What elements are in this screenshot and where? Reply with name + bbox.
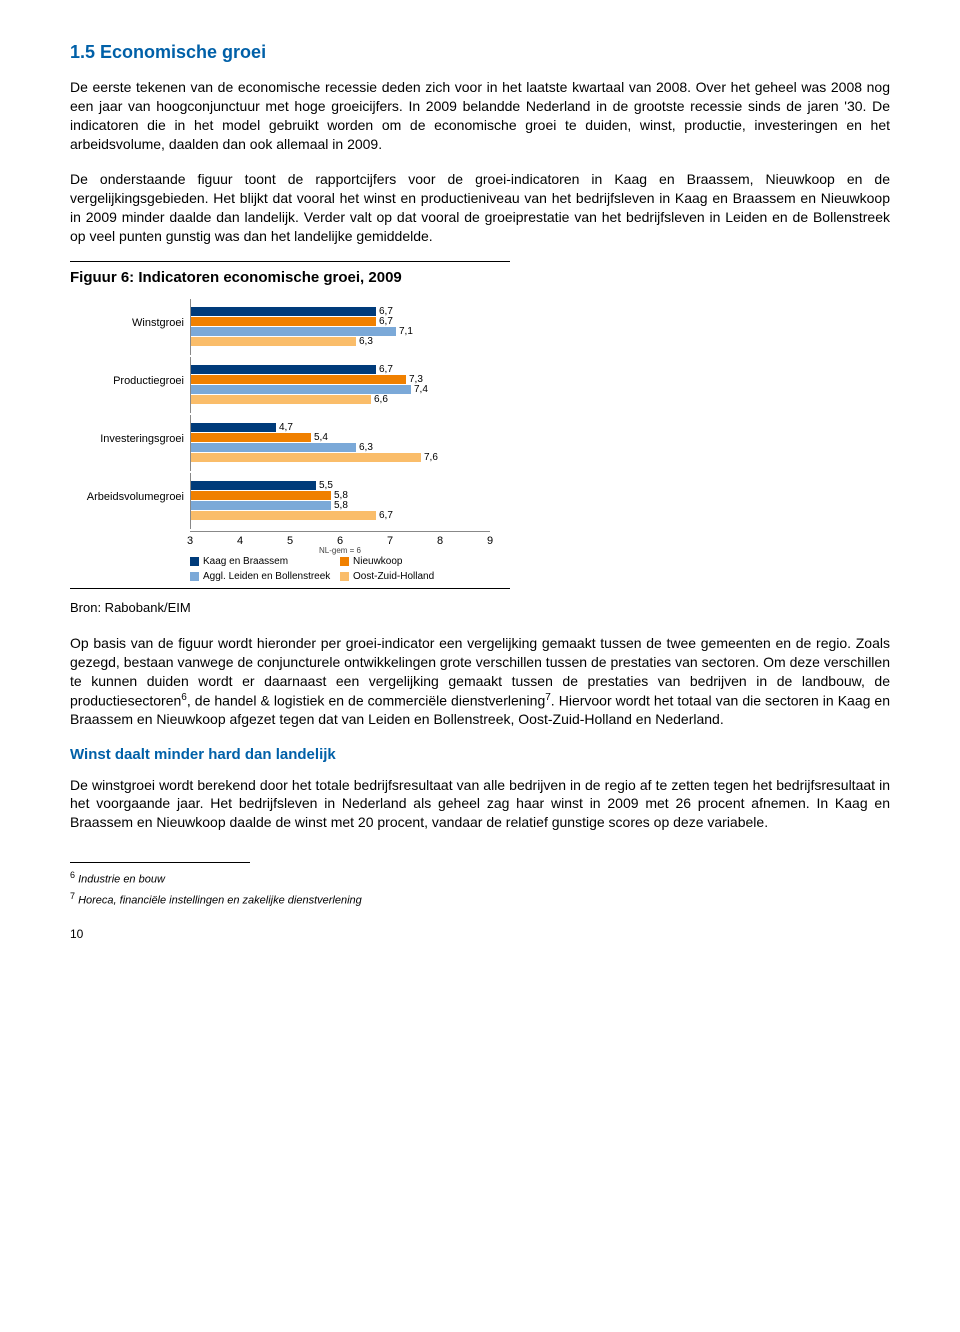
legend-item: Nieuwkoop: [340, 555, 490, 569]
subheading: Winst daalt minder hard dan landelijk: [70, 745, 890, 765]
chart-bar-value: 7,6: [424, 451, 438, 465]
legend-item: Kaag en Braassem: [190, 555, 340, 569]
chart-category-label: Arbeidsvolumegroei: [70, 473, 190, 503]
chart-bar: [191, 501, 331, 510]
chart-category: Arbeidsvolumegroei5,55,85,86,7: [70, 473, 510, 529]
legend-item: Aggl. Leiden en Bollenstreek: [190, 570, 340, 584]
section-heading: 1.5 Economische groei: [70, 40, 890, 64]
chart-bar: [191, 491, 331, 500]
page-number: 10: [70, 926, 890, 942]
x-axis-sublabel: NL-gem = 6: [319, 546, 361, 557]
legend-swatch: [190, 572, 199, 581]
figure-source: Bron: Rabobank/EIM: [70, 599, 890, 617]
legend-swatch: [190, 557, 199, 566]
chart-bar: [191, 395, 371, 404]
x-axis: 3456789NL-gem = 6: [190, 531, 490, 553]
x-tick: 7: [387, 534, 393, 549]
chart-category: Investeringsgroei4,75,46,37,6: [70, 415, 510, 471]
para3-part-b: , de handel & logistiek en de commerciël…: [187, 693, 545, 709]
chart-category-label: Investeringsgroei: [70, 415, 190, 445]
footnote-7: 7 Horeca, financiële instellingen en zak…: [70, 890, 890, 909]
x-tick: 4: [237, 534, 243, 549]
chart-bar-value: 7,4: [414, 383, 428, 397]
chart-bar: [191, 423, 276, 432]
x-tick: 9: [487, 534, 493, 549]
chart-bar-group: 6,77,37,46,6: [190, 357, 490, 413]
chart-bar-value: 7,1: [399, 325, 413, 339]
bar-chart: Winstgroei6,76,77,16,3Productiegroei6,77…: [70, 299, 510, 529]
chart-bar-group: 5,55,85,86,7: [190, 473, 490, 529]
chart-bar: [191, 317, 376, 326]
legend-label: Kaag en Braassem: [203, 555, 288, 569]
x-tick: 5: [287, 534, 293, 549]
legend-swatch: [340, 557, 349, 566]
legend-item: Oost-Zuid-Holland: [340, 570, 490, 584]
footnote-separator: [70, 862, 250, 863]
chart-bar: [191, 453, 421, 462]
legend-label: Oost-Zuid-Holland: [353, 570, 434, 584]
chart-category-label: Productiegroei: [70, 357, 190, 387]
chart-bar: [191, 443, 356, 452]
chart-bar: [191, 307, 376, 316]
paragraph-4: De winstgroei wordt berekend door het to…: [70, 776, 890, 833]
x-tick: 8: [437, 534, 443, 549]
chart-bar: [191, 337, 356, 346]
legend-swatch: [340, 572, 349, 581]
chart-bar: [191, 511, 376, 520]
figure-6: Figuur 6: Indicatoren economische groei,…: [70, 261, 510, 588]
chart-bar: [191, 433, 311, 442]
chart-bar-value: 6,3: [359, 335, 373, 349]
footnote-7-text: Horeca, financiële instellingen en zakel…: [75, 894, 362, 906]
chart-bar: [191, 375, 406, 384]
footnote-6: 6 Industrie en bouw: [70, 869, 890, 888]
paragraph-1: De eerste tekenen van de economische rec…: [70, 78, 890, 154]
chart-category-label: Winstgroei: [70, 299, 190, 329]
chart-bar-value: 6,7: [379, 509, 393, 523]
legend-label: Aggl. Leiden en Bollenstreek: [203, 570, 330, 584]
chart-legend: Kaag en Braassem Nieuwkoop Aggl. Leiden en…: [190, 555, 490, 584]
paragraph-3: Op basis van de figuur wordt hieronder p…: [70, 634, 890, 729]
chart-bar-group: 6,76,77,16,3: [190, 299, 490, 355]
legend-label: Nieuwkoop: [353, 555, 402, 569]
figure-title: Figuur 6: Indicatoren economische groei,…: [70, 268, 510, 288]
paragraph-2: De onderstaande figuur toont de rapportc…: [70, 170, 890, 246]
chart-bar: [191, 481, 316, 490]
x-tick: 3: [187, 534, 193, 549]
footnote-6-text: Industrie en bouw: [75, 874, 165, 886]
chart-bar-group: 4,75,46,37,6: [190, 415, 490, 471]
chart-category: Winstgroei6,76,77,16,3: [70, 299, 510, 355]
chart-bar: [191, 365, 376, 374]
chart-bar-value: 6,6: [374, 393, 388, 407]
chart-category: Productiegroei6,77,37,46,6: [70, 357, 510, 413]
